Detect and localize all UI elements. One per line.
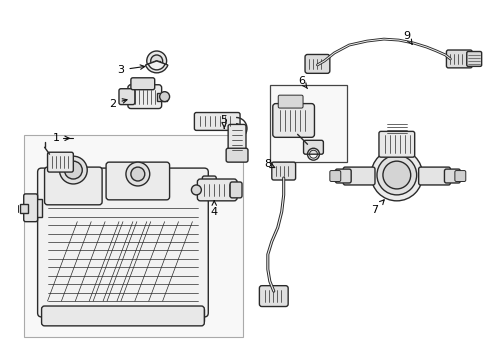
Wedge shape [148, 61, 165, 70]
Text: 5: 5 [220, 116, 228, 128]
FancyBboxPatch shape [128, 85, 162, 109]
FancyBboxPatch shape [272, 162, 295, 180]
Text: 6: 6 [298, 76, 307, 89]
FancyBboxPatch shape [379, 131, 415, 157]
FancyBboxPatch shape [106, 162, 170, 200]
FancyBboxPatch shape [45, 167, 102, 205]
FancyBboxPatch shape [444, 169, 460, 183]
Bar [42, 309, 204, 321]
Bar [157, 93, 167, 100]
FancyBboxPatch shape [119, 89, 135, 105]
FancyBboxPatch shape [273, 104, 315, 137]
Bar [202, 180, 216, 194]
FancyBboxPatch shape [202, 176, 216, 198]
FancyBboxPatch shape [278, 95, 303, 108]
FancyBboxPatch shape [42, 306, 204, 326]
FancyBboxPatch shape [303, 140, 323, 154]
Circle shape [64, 161, 82, 179]
Wedge shape [146, 61, 168, 73]
Text: 7: 7 [371, 200, 384, 215]
FancyBboxPatch shape [228, 125, 246, 156]
FancyBboxPatch shape [305, 54, 330, 73]
Circle shape [131, 167, 145, 181]
FancyBboxPatch shape [197, 179, 237, 201]
FancyBboxPatch shape [467, 51, 482, 66]
Bar [154, 61, 160, 71]
Circle shape [192, 185, 201, 195]
Circle shape [160, 92, 170, 102]
Bar [20, 204, 28, 213]
Circle shape [371, 149, 422, 201]
FancyBboxPatch shape [343, 167, 375, 185]
Circle shape [383, 161, 411, 189]
FancyBboxPatch shape [418, 167, 450, 185]
FancyBboxPatch shape [24, 194, 38, 222]
FancyBboxPatch shape [455, 171, 466, 181]
Circle shape [147, 51, 167, 71]
FancyBboxPatch shape [226, 148, 248, 162]
Text: 1: 1 [53, 133, 60, 143]
Bar [270, 85, 347, 162]
Bar [28, 199, 42, 217]
Text: 9: 9 [403, 31, 412, 44]
FancyBboxPatch shape [330, 171, 341, 181]
FancyBboxPatch shape [446, 50, 472, 68]
FancyBboxPatch shape [259, 286, 288, 306]
FancyBboxPatch shape [131, 78, 155, 90]
Text: 2: 2 [109, 99, 127, 109]
Bar [24, 135, 243, 337]
FancyBboxPatch shape [48, 152, 74, 172]
Text: 4: 4 [211, 201, 218, 217]
FancyBboxPatch shape [195, 113, 240, 130]
FancyBboxPatch shape [230, 182, 242, 198]
Text: 8: 8 [264, 159, 275, 169]
Circle shape [126, 162, 150, 186]
FancyBboxPatch shape [38, 168, 208, 317]
Text: 3: 3 [118, 65, 145, 75]
Circle shape [59, 156, 87, 184]
Circle shape [151, 55, 163, 67]
FancyBboxPatch shape [335, 169, 351, 183]
Circle shape [377, 155, 416, 195]
